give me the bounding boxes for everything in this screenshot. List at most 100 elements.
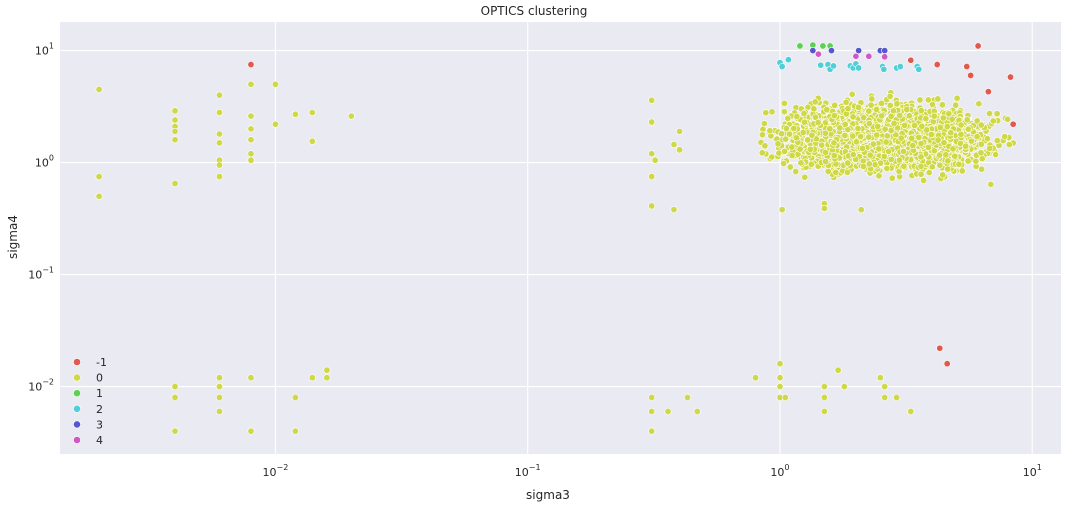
point-series-0 <box>831 101 839 109</box>
point-series-0 <box>792 168 800 176</box>
point-series--1 <box>1009 120 1017 128</box>
point-series--1 <box>943 360 951 368</box>
chart-title: OPTICS clustering <box>481 4 588 18</box>
point-series-0 <box>875 145 883 153</box>
point-series-0 <box>648 118 656 126</box>
point-series-0 <box>993 137 1001 145</box>
point-series-0 <box>247 150 255 158</box>
point-series-0 <box>865 120 873 128</box>
point-series--1 <box>247 61 255 69</box>
point-series-0 <box>215 91 223 99</box>
point-series-0 <box>927 131 935 139</box>
point-series-0 <box>793 134 801 142</box>
point-series-0 <box>924 96 932 104</box>
gridlines <box>60 22 1061 454</box>
legend-label-3: 3 <box>96 418 103 431</box>
point-series-0 <box>758 149 766 157</box>
point-series-0 <box>800 109 808 117</box>
point-series-0 <box>648 150 656 158</box>
point-series-2 <box>880 65 888 73</box>
y-tick-label: 10−2 <box>28 378 54 394</box>
point-series-2 <box>830 62 838 70</box>
point-series-0 <box>648 96 656 104</box>
point-series-0 <box>810 105 818 113</box>
point-series-0 <box>939 114 947 122</box>
point-series-0 <box>800 118 808 126</box>
point-series-0 <box>857 206 865 214</box>
point-series-0 <box>215 383 223 391</box>
point-series-0 <box>171 116 179 124</box>
point-series-0 <box>291 427 299 435</box>
legend-marker-4 <box>73 436 81 444</box>
point-series-0 <box>271 80 279 88</box>
point-series-0 <box>854 124 862 132</box>
point-series-0 <box>648 407 656 415</box>
point-series-0 <box>878 112 886 120</box>
point-series-0 <box>826 125 834 133</box>
point-series-0 <box>781 147 789 155</box>
point-series-0 <box>766 127 774 135</box>
point-series-0 <box>967 137 975 145</box>
point-series-1 <box>796 42 804 50</box>
point-series-0 <box>804 136 812 144</box>
point-series-0 <box>881 383 889 391</box>
point-series-0 <box>820 383 828 391</box>
point-series-0 <box>934 136 942 144</box>
point-series-0 <box>986 144 994 152</box>
point-series-0 <box>768 153 776 161</box>
point-series-0 <box>908 134 916 142</box>
point-series-4 <box>852 52 860 60</box>
point-series-0 <box>215 130 223 138</box>
point-series-0 <box>885 147 893 155</box>
point-series-0 <box>977 149 985 157</box>
point-series-0 <box>774 140 782 148</box>
tick-labels: 10−2 10−1 100 101 10−2 10−1 100 101 <box>28 42 1042 479</box>
y-tick-label: 101 <box>35 42 54 58</box>
point-series-0 <box>308 374 316 382</box>
legend-marker--1 <box>73 358 81 366</box>
point-series-0 <box>684 393 692 401</box>
point-series-0 <box>1004 115 1012 123</box>
point-series-0 <box>918 122 926 130</box>
point-series-0 <box>993 110 1001 118</box>
point-series-0 <box>957 130 965 138</box>
legend-label-4: 4 <box>96 434 103 447</box>
point-series-0 <box>171 180 179 188</box>
point-series-0 <box>893 393 901 401</box>
point-series-0 <box>948 115 956 123</box>
point-series-0 <box>882 138 890 146</box>
point-series-0 <box>900 162 908 170</box>
point-series-0 <box>778 206 786 214</box>
point-series-0 <box>648 202 656 210</box>
x-tick-label: 10−2 <box>263 463 289 479</box>
point-series-0 <box>878 99 886 107</box>
point-series-0 <box>987 180 995 188</box>
point-series-0 <box>780 99 788 107</box>
point-series-0 <box>848 90 856 98</box>
point-series-0 <box>775 149 783 157</box>
point-series-0 <box>963 116 971 124</box>
point-series-0 <box>936 161 944 169</box>
point-series-2 <box>817 61 825 69</box>
point-series-2 <box>896 63 904 71</box>
point-series-0 <box>874 122 882 130</box>
point-series-0 <box>940 139 948 147</box>
point-series-0 <box>867 101 875 109</box>
point-series-0 <box>871 161 879 169</box>
point-series-0 <box>786 163 794 171</box>
point-series-0 <box>762 109 770 117</box>
point-series-0 <box>928 100 936 108</box>
point-series-0 <box>796 145 804 153</box>
point-series-0 <box>807 160 815 168</box>
point-series-0 <box>768 108 776 116</box>
point-series--1 <box>963 63 971 71</box>
point-series-0 <box>917 107 925 115</box>
point-series-0 <box>911 121 919 129</box>
point-series-0 <box>844 159 852 167</box>
point-series-0 <box>784 114 792 122</box>
point-series-4 <box>814 50 822 58</box>
point-series-0 <box>975 100 983 108</box>
point-series-0 <box>215 374 223 382</box>
point-series-0 <box>900 147 908 155</box>
point-series-0 <box>782 135 790 143</box>
